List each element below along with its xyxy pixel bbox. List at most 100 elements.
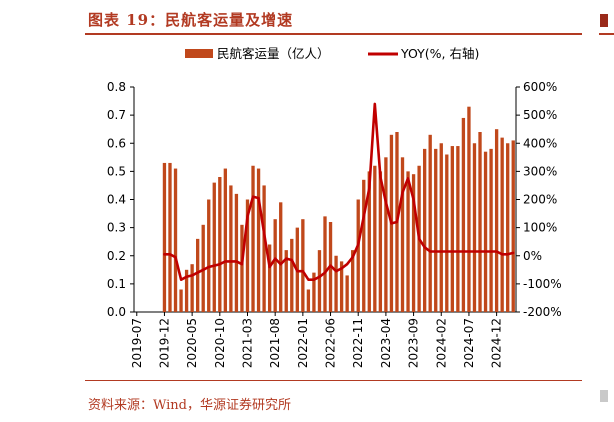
bar: [312, 272, 316, 312]
x-axis-tick-label: 2022-06: [324, 318, 338, 368]
right-axis-tick-label: 500%: [523, 108, 557, 122]
x-axis-tick-label: 2024-07: [462, 318, 476, 368]
bar: [400, 157, 405, 312]
passenger-volume-chart: 民航客运量（亿人） YOY(%, 右轴) 0.00.10.20.30.40.50…: [107, 46, 562, 368]
right-axis-tick-label: 100%: [523, 221, 557, 235]
bar: [306, 289, 311, 312]
bar: [478, 132, 482, 312]
bar: [273, 219, 277, 312]
left-axis-tick-label: 0.8: [107, 80, 126, 94]
bar: [472, 143, 477, 312]
bar: [356, 199, 360, 312]
right-axis-tick-label: 400%: [523, 136, 557, 150]
bar: [500, 137, 504, 312]
legend-bar-swatch: [185, 49, 213, 58]
bar: [317, 250, 322, 312]
bar: [162, 162, 167, 312]
left-axis-tick-label: 0.2: [107, 249, 126, 263]
right-axis-tick-label: 600%: [523, 80, 557, 94]
adjacent-figure-rule: [599, 33, 614, 35]
bar: [439, 143, 443, 312]
x-axis-labels: 2019-07 2019-12 2020-05 2020-10 2021-03 2021-…: [130, 318, 504, 368]
bar: [196, 238, 200, 312]
legend: 民航客运量（亿人） YOY(%, 右轴): [185, 46, 479, 61]
x-axis-tick-label: 2024-02: [434, 318, 448, 368]
bar: [251, 165, 255, 312]
bar: [279, 202, 283, 312]
bar: [245, 199, 250, 312]
bar: [428, 134, 432, 312]
right-axis-tick-label: 300%: [523, 164, 557, 178]
bar: [367, 171, 371, 312]
right-axis-tick-label: 200%: [523, 193, 557, 207]
bar: [284, 250, 288, 312]
bar: [434, 148, 438, 312]
bar: [411, 174, 416, 312]
yoy-line: [163, 102, 515, 282]
bar: [494, 129, 499, 312]
bar: [450, 146, 454, 312]
left-axis-tick-label: 0.6: [107, 136, 126, 150]
right-axis-tick-label: 0%: [523, 249, 542, 263]
bar: [240, 224, 244, 312]
x-axis-tick-label: 2019-07: [130, 318, 144, 368]
x-axis-tick-label: 2024-12: [490, 318, 504, 368]
bar: [301, 219, 305, 312]
bar: [190, 264, 194, 312]
left-axis-tick-label: 0.1: [107, 277, 126, 291]
bar: [323, 216, 327, 312]
bar: [422, 148, 427, 312]
bar: [339, 261, 344, 312]
bar: [207, 199, 211, 312]
left-axis-tick-label: 0.5: [107, 164, 126, 178]
bar: [290, 238, 294, 312]
x-axis-tick-label: 2021-03: [240, 318, 254, 368]
left-axis-tick-label: 0.7: [107, 108, 126, 122]
left-axis-tick-label: 0.4: [107, 193, 126, 207]
bar: [168, 162, 172, 312]
bar: [234, 193, 239, 312]
bar: [506, 143, 510, 312]
bar: [223, 168, 228, 312]
bar: [267, 244, 272, 312]
bar: [212, 182, 216, 312]
adjacent-figure-marker-bottom: [600, 390, 608, 402]
source-rule: [85, 380, 582, 381]
bar: [384, 157, 388, 312]
bar: [362, 179, 366, 312]
x-axis-tick-label: 2020-10: [213, 318, 227, 368]
bar: [184, 269, 189, 312]
bar: [378, 171, 383, 312]
x-axis-tick-label: 2023-04: [379, 318, 393, 368]
x-axis-tick-label: 2020-05: [185, 318, 199, 368]
right-axis-labels: -200% -100% 0% 100% 200% 300% 400% 500% 600%: [523, 80, 562, 319]
bar: [179, 289, 183, 312]
bar: [373, 165, 377, 312]
bar: [461, 117, 466, 312]
bar: [483, 151, 488, 312]
left-axis-labels: 0.0 0.1 0.2 0.3 0.4 0.5 0.6 0.7 0.8: [107, 80, 126, 319]
bar: [489, 148, 493, 312]
legend-bar-label: 民航客运量（亿人）: [217, 46, 330, 61]
right-axis-tick-label: -200%: [523, 305, 562, 319]
x-axis-tick-label: 2022-11: [351, 318, 365, 368]
x-axis-tick-label: 2023-09: [407, 318, 421, 368]
bar: [456, 146, 460, 312]
bar: [406, 171, 410, 312]
left-axis-tick-label: 0.3: [107, 221, 126, 235]
source-note: 资料来源：Wind，华源证券研究所: [88, 398, 291, 413]
right-axis-tick-label: -100%: [523, 277, 562, 291]
left-axis-tick-label: 0.0: [107, 305, 126, 319]
x-axis-tick-label: 2021-08: [268, 318, 282, 368]
bar: [262, 185, 266, 312]
bar: [467, 106, 471, 312]
bar: [218, 177, 222, 312]
x-axis-tick-label: 2022-01: [296, 318, 310, 368]
bar-series: [162, 106, 515, 312]
bar: [511, 140, 515, 312]
bar: [229, 185, 233, 312]
bar: [445, 154, 449, 312]
adjacent-figure-marker: [600, 14, 608, 27]
legend-line-label: YOY(%, 右轴): [400, 46, 479, 61]
title-rule: [85, 33, 582, 35]
